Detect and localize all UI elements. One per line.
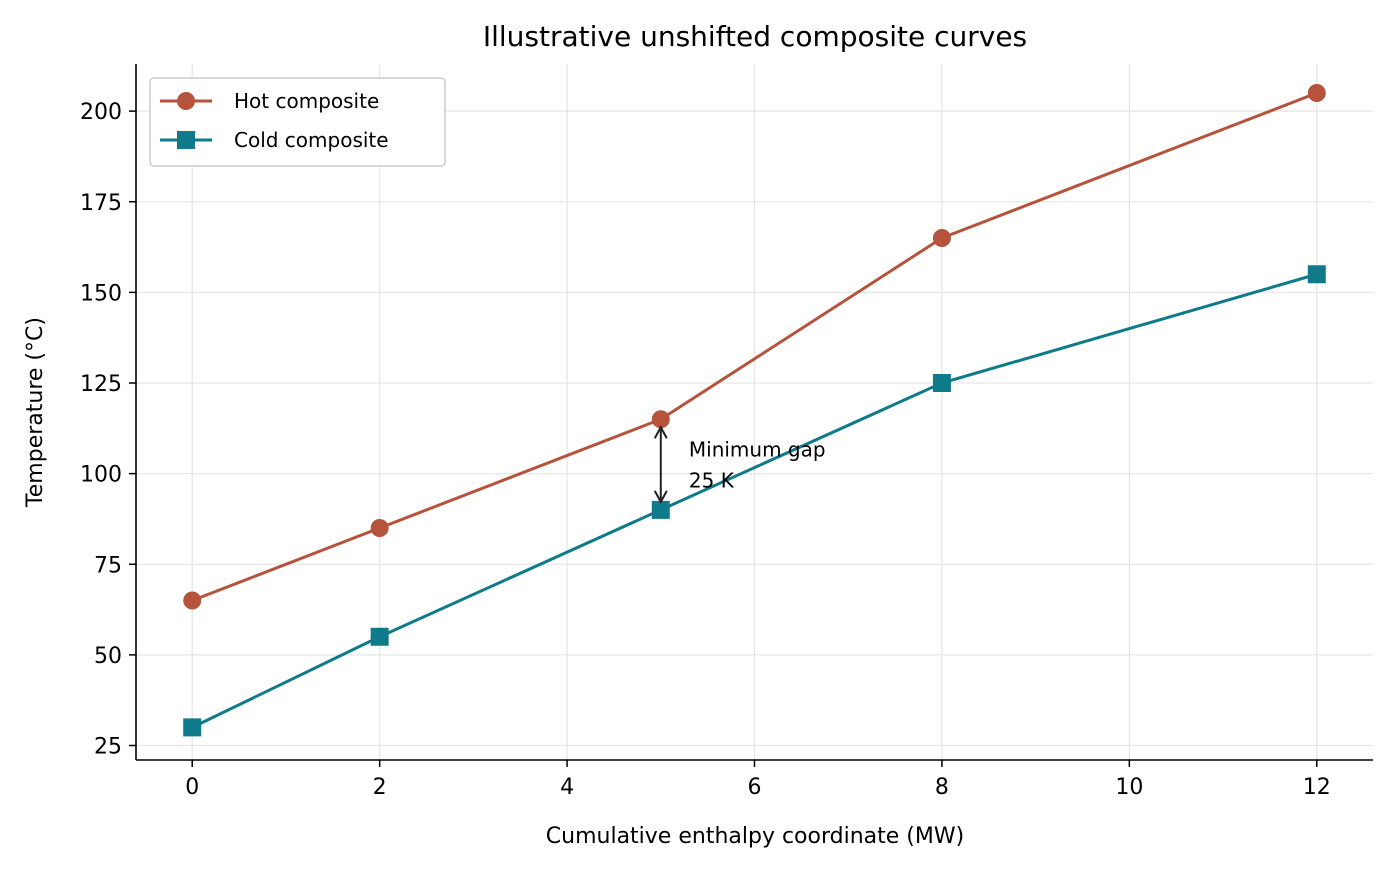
- data-point: [183, 591, 202, 610]
- legend-marker: [177, 92, 195, 110]
- x-tick-label: 4: [560, 775, 574, 800]
- legend-items: Hot composite Cold composite: [160, 89, 389, 152]
- y-axis-label: Temperature (°C): [23, 317, 48, 508]
- x-tick-label: 12: [1303, 775, 1331, 800]
- data-point: [370, 519, 389, 537]
- data-point: [651, 410, 670, 429]
- y-tick-label: 150: [80, 281, 122, 306]
- data-point: [1307, 265, 1326, 284]
- annotation-label-line2: 25 K: [689, 469, 735, 493]
- data-point: [370, 627, 389, 646]
- legend: Hot composite Cold composite: [149, 77, 446, 167]
- x-axis-label: Cumulative enthalpy coordinate (MW): [546, 824, 964, 849]
- y-tick-label: 75: [94, 553, 122, 578]
- series-cold-composite: [183, 265, 1326, 737]
- legend-marker: [177, 131, 195, 149]
- x-tick-label: 2: [373, 775, 387, 800]
- grid: [136, 64, 1373, 760]
- legend-item: Hot composite: [160, 89, 379, 113]
- x-tick-label: 10: [1115, 775, 1143, 800]
- legend-box: [149, 77, 446, 167]
- data-point: [932, 374, 951, 392]
- y-tick-label: 125: [80, 372, 122, 397]
- series: [183, 84, 1326, 737]
- y-tick-label: 175: [80, 191, 122, 216]
- x-tick-label: 8: [935, 775, 949, 800]
- x-ticks: 0 2 4 6 8 10 12: [185, 760, 1331, 800]
- legend-label: Cold composite: [234, 128, 389, 152]
- annotation: Minimum gap 25 K: [653, 425, 826, 504]
- annotation-label-line1: Minimum gap: [689, 438, 826, 462]
- y-tick-label: 200: [80, 100, 122, 125]
- data-point: [1307, 84, 1326, 102]
- y-tick-label: 100: [80, 463, 122, 488]
- data-point: [183, 718, 202, 737]
- legend-label: Hot composite: [234, 89, 379, 113]
- gap-arrow-head-bottom: [653, 490, 668, 504]
- series-hot-composite: [183, 84, 1326, 610]
- x-tick-label: 6: [748, 775, 762, 800]
- x-tick-label: 0: [185, 775, 199, 800]
- legend-item: Cold composite: [160, 128, 389, 152]
- data-point: [932, 229, 951, 247]
- y-ticks: 25 50 75 100 125 150 175 200: [80, 100, 136, 760]
- chart-title: Illustrative unshifted composite curves: [483, 20, 1027, 53]
- data-point: [651, 500, 670, 519]
- y-tick-label: 25: [94, 735, 122, 760]
- gap-arrow-head-top: [653, 425, 668, 439]
- y-tick-label: 50: [94, 644, 122, 669]
